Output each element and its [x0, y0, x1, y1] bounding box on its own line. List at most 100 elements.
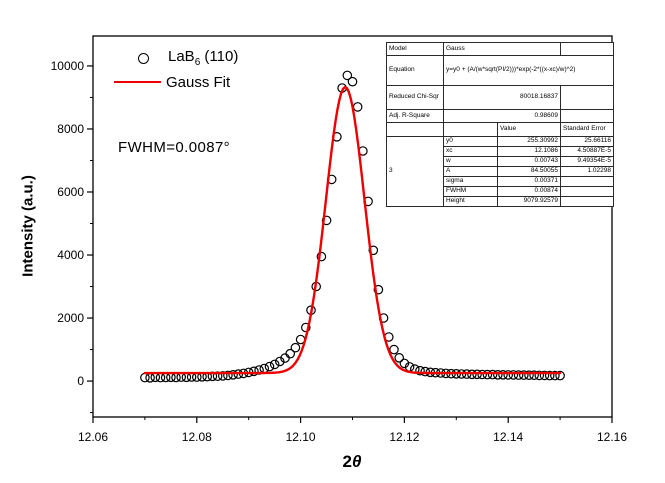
data-point	[321, 215, 332, 226]
param-name: w	[443, 156, 498, 167]
x-tick-label: 12.06	[78, 430, 108, 444]
data-point	[467, 369, 477, 380]
param-stderr: 1.02298	[560, 166, 615, 177]
data-point	[316, 251, 327, 262]
axis-ticks	[87, 65, 613, 423]
param-stderr: 9.49354E-5	[560, 156, 615, 167]
param-stderr	[560, 196, 615, 207]
data-point	[285, 348, 295, 359]
table-row: Height 9079.92579	[387, 196, 615, 207]
red-line-marker-icon	[114, 81, 161, 83]
stat-label: Reduced Chi-Sqr	[386, 85, 444, 110]
param-value: 9079.92579	[496, 196, 562, 207]
stat-value: 80018.16837	[442, 85, 562, 110]
fwhm-annotation: FWHM=0.0087°	[118, 139, 231, 156]
data-point	[524, 370, 534, 380]
x-axis-title: 2θ	[343, 452, 362, 472]
param-stderr: 4.50887E-5	[560, 146, 615, 157]
data-point	[342, 70, 353, 81]
y-axis-title: Intensity (a.u.)	[19, 175, 37, 277]
data-point	[415, 365, 425, 376]
data-point	[513, 370, 524, 380]
data-point	[218, 371, 228, 381]
theta-symbol: θ	[351, 452, 362, 471]
data-point	[550, 370, 560, 381]
x-tick-label: 12.08	[182, 430, 212, 444]
data-point	[534, 370, 545, 381]
data-point	[492, 369, 503, 380]
data-point	[300, 322, 311, 333]
legend: LaB6 (110) Gauss Fit	[110, 46, 238, 94]
data-point	[503, 370, 513, 380]
table-row: 3 y0 255.30992 25.66116	[386, 136, 615, 207]
data-point	[394, 352, 404, 363]
data-point	[269, 359, 280, 370]
data-point	[228, 369, 238, 380]
empty-cell	[560, 42, 615, 56]
empty-cell	[386, 122, 444, 137]
data-point	[555, 370, 565, 381]
table-row: Adj. R-Square 0.98609	[386, 109, 615, 123]
data-point	[373, 284, 384, 295]
param-name: FWHM	[443, 186, 498, 197]
x-tick-label: 12.16	[597, 430, 627, 444]
empty-cell	[443, 122, 498, 137]
stat-value: 0.98609	[442, 109, 562, 123]
legend-label-data-sub: 6	[194, 57, 201, 68]
data-point	[518, 370, 529, 380]
y-tick-label: 8000	[57, 122, 84, 136]
data-point	[259, 363, 270, 374]
data-point	[482, 369, 493, 380]
legend-label-data-pre: LaB	[168, 48, 195, 65]
stat-value: Gauss	[442, 42, 562, 56]
fit-curve-series	[143, 85, 562, 375]
param-name: xc	[443, 146, 498, 157]
column-header-stderr: Standard Error	[560, 122, 615, 137]
empty-cell	[560, 85, 615, 110]
param-name: sigma	[443, 176, 498, 187]
param-value: 12.1086	[496, 146, 562, 157]
data-point	[389, 344, 399, 355]
dataset-label: 3	[386, 136, 444, 207]
table-header-row: Value Standard Error	[386, 122, 615, 137]
data-point	[477, 369, 487, 380]
y-tick-label: 2000	[57, 311, 84, 325]
column-header-value: Value	[496, 122, 562, 137]
param-stderr: 25.66116	[560, 136, 615, 147]
table-row: Equation y=y0 + (A/(w*sqrt(PI/2)))*exp(-2…	[386, 55, 615, 86]
stat-label: Equation	[386, 55, 444, 86]
legend-label-fit: Gauss Fit	[166, 73, 231, 91]
data-point	[352, 102, 363, 112]
axis-tick-labels: 12.06 12.08 12.10 12.12 12.14 12.16 0 2000 4000 6…	[51, 59, 628, 444]
param-name: Height	[443, 196, 498, 207]
legend-item-data: LaB6 (110)	[110, 46, 238, 70]
y-tick-label: 0	[77, 374, 84, 388]
data-point	[472, 369, 482, 380]
x-axis-title-number: 2	[342, 452, 352, 471]
y-tick-label: 4000	[57, 248, 84, 262]
param-stderr	[560, 186, 615, 197]
gauss-fit-curve	[143, 85, 562, 375]
legend-label-data-post: (110)	[200, 48, 239, 65]
param-stderr	[560, 176, 615, 187]
open-circle-marker-icon	[138, 52, 149, 64]
data-point	[544, 370, 555, 381]
data-point	[539, 370, 550, 381]
data-point	[487, 369, 498, 380]
x-tick-label: 12.10	[286, 430, 316, 444]
param-name: y0	[443, 136, 498, 147]
data-point	[223, 370, 233, 381]
data-point	[274, 356, 285, 367]
data-point	[498, 369, 508, 380]
data-point	[264, 361, 275, 372]
legend-item-fit: Gauss Fit	[110, 70, 238, 94]
data-point	[508, 370, 519, 380]
data-point	[529, 370, 539, 380]
table-row: Reduced Chi-Sqr 80018.16837	[386, 85, 615, 110]
x-tick-label: 12.12	[389, 430, 419, 444]
stat-label: Model	[386, 42, 444, 56]
data-point	[347, 76, 358, 87]
param-value: 0.00371	[496, 176, 562, 187]
table-row: Model Gauss	[386, 42, 615, 56]
